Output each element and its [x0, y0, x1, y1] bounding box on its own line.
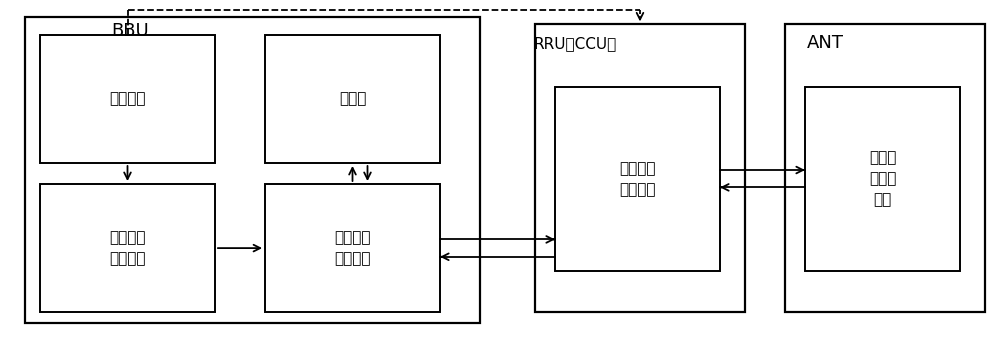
Bar — [25, 17, 480, 323]
Bar — [40, 35, 215, 163]
Bar — [40, 184, 215, 312]
Text: ANT: ANT — [806, 34, 844, 52]
Text: BBU: BBU — [111, 22, 149, 40]
Text: 交互接口: 交互接口 — [109, 91, 146, 107]
Bar — [555, 87, 720, 271]
Bar — [785, 24, 985, 312]
Text: 天线控制
管理模块: 天线控制 管理模块 — [334, 230, 371, 266]
Bar — [265, 35, 440, 163]
Text: 天线指令
分发模块: 天线指令 分发模块 — [619, 161, 656, 197]
Text: 小区参数
监控模块: 小区参数 监控模块 — [109, 230, 146, 266]
Bar — [265, 184, 440, 312]
Text: RRU（CCU）: RRU（CCU） — [533, 36, 617, 51]
Bar — [535, 24, 745, 312]
Bar — [805, 87, 960, 271]
Text: 天线指
令执行
模块: 天线指 令执行 模块 — [869, 150, 896, 207]
Text: 数据库: 数据库 — [339, 91, 366, 107]
